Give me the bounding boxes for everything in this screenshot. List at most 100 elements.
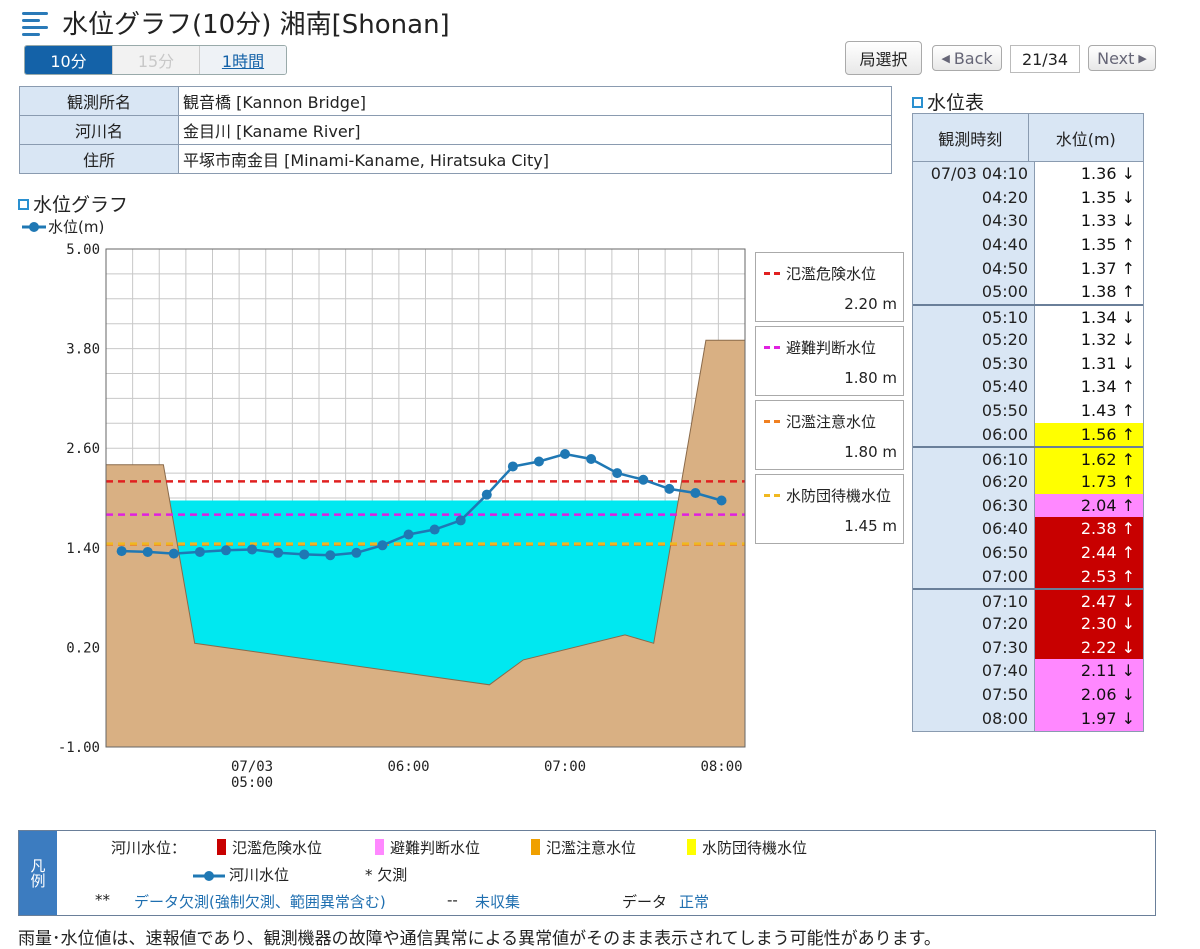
swatch: [687, 839, 696, 855]
data-point: [325, 550, 336, 561]
swatch: [531, 839, 540, 855]
dash-swatch: [764, 494, 780, 497]
swatch: [375, 839, 384, 855]
row-time: 06:30: [913, 493, 1035, 518]
row-time: 07:50: [913, 683, 1035, 707]
y-tick-label: 1.40: [66, 541, 100, 557]
tab-10min[interactable]: 10分: [25, 46, 112, 74]
threshold-entry: 水防団待機水位 1.45 m: [755, 474, 904, 544]
table-row: 06:10 1.62 ↑: [913, 446, 1143, 470]
line-marker-icon: [22, 221, 46, 232]
table-row: 06:40 2.38 ↑: [913, 517, 1143, 541]
data-point: [299, 549, 310, 560]
tab-15min: 15分: [112, 46, 199, 74]
row-time: 06:20: [913, 469, 1035, 494]
note-mark: データ: [622, 893, 668, 911]
table-row: 06:20 1.73 ↑: [913, 469, 1143, 494]
row-time: 08:00: [913, 706, 1035, 731]
row-value: 2.04 ↑: [1035, 493, 1143, 518]
data-point: [377, 540, 388, 551]
data-point: [716, 495, 727, 506]
row-value: 1.36 ↓: [1035, 162, 1143, 186]
note-text: データ欠測(強制欠測、範囲異常含む): [134, 893, 386, 911]
row-value: 2.47 ↓: [1035, 590, 1143, 613]
legend-missing: * 欠測: [365, 866, 408, 884]
row-time: 07:00: [913, 564, 1035, 589]
column-header-time: 観測時刻: [913, 114, 1029, 161]
legend-box: 凡例 河川水位： 氾濫危険水位 避難判断水位 氾濫注意水位 水防団待機水位 河川…: [18, 830, 1156, 916]
row-time: 05:00: [913, 280, 1035, 305]
triangle-right-icon: ▶: [1138, 51, 1147, 65]
row-time: 06:40: [913, 517, 1035, 541]
row-value: 1.34 ↓: [1035, 306, 1143, 328]
page-title: 水位グラフ(10分) 湘南[Shonan]: [62, 10, 450, 40]
legend-line-item: 河川水位: [193, 864, 289, 885]
row-value: 2.44 ↑: [1035, 541, 1143, 565]
info-label: 観測所名: [19, 86, 179, 116]
row-value: 2.38 ↑: [1035, 517, 1143, 541]
row-value: 1.34 ↑: [1035, 375, 1143, 399]
data-point: [194, 546, 205, 557]
x-tick-label: 07:00: [544, 759, 586, 775]
row-value: 1.32 ↓: [1035, 327, 1143, 352]
threshold-value: 1.80 m: [844, 443, 897, 461]
interval-tabs: 10分 15分 1時間: [24, 45, 287, 75]
data-point: [690, 488, 701, 499]
x-tick-label: 05:00: [231, 775, 273, 791]
row-time: 07:20: [913, 612, 1035, 636]
back-button[interactable]: ◀ Back: [932, 45, 1002, 71]
row-time: 06:00: [913, 422, 1035, 447]
data-point: [351, 547, 362, 558]
row-value: 1.62 ↑: [1035, 448, 1143, 470]
note-text: 正常: [679, 893, 710, 911]
data-point: [247, 544, 258, 555]
table-row: 07/03 04:10 1.36 ↓: [913, 162, 1143, 186]
x-tick-label: 06:00: [387, 759, 429, 775]
threshold-label: 氾濫危険水位: [764, 263, 876, 284]
threshold-value: 2.20 m: [844, 295, 897, 313]
threshold-label: 氾濫注意水位: [764, 411, 876, 432]
table-row: 04:20 1.35 ↓: [913, 185, 1143, 210]
row-time: 07:40: [913, 659, 1035, 684]
row-value: 1.31 ↓: [1035, 351, 1143, 376]
water-level-table: 観測時刻 水位(m) 07/03 04:10 1.36 ↓ 04:20 1.35 ↓ 0…: [912, 113, 1144, 732]
data-point: [533, 456, 544, 467]
data-point: [638, 474, 649, 485]
table-row: 07:20 2.30 ↓: [913, 612, 1143, 636]
square-icon: [912, 97, 923, 108]
table-row: 06:00 1.56 ↑: [913, 422, 1143, 447]
table-row: 05:20 1.32 ↓: [913, 327, 1143, 352]
tab-1hour[interactable]: 1時間: [199, 46, 286, 74]
row-time: 04:20: [913, 185, 1035, 210]
data-point: [481, 489, 492, 500]
next-button[interactable]: Next ▶: [1088, 45, 1156, 71]
x-tick-label: 08:00: [700, 759, 742, 775]
row-time: 05:40: [913, 375, 1035, 399]
row-value: 1.33 ↓: [1035, 209, 1143, 234]
line-marker-icon: [193, 870, 225, 881]
station-select-button[interactable]: 局選択: [845, 41, 922, 75]
legend-item: 避難判断水位: [375, 837, 480, 858]
row-value: 1.56 ↑: [1035, 422, 1143, 447]
table-row: 05:30 1.31 ↓: [913, 351, 1143, 376]
water-table-heading: 水位表: [912, 88, 984, 115]
table-row: 06:50 2.44 ↑: [913, 541, 1143, 565]
x-tick-label: 07/03: [231, 759, 273, 775]
table-row: 04:30 1.33 ↓: [913, 209, 1143, 234]
y-tick-label: -1.00: [58, 740, 100, 756]
station-info-table: 観測所名 観音橋 [Kannon Bridge] 河川名 金目川 [Kaname R…: [19, 86, 892, 174]
menu-icon[interactable]: [22, 10, 50, 36]
threshold-entry: 氾濫注意水位 1.80 m: [755, 400, 904, 470]
legend-item: 水防団待機水位: [687, 837, 807, 858]
table-row: 05:40 1.34 ↑: [913, 375, 1143, 399]
page-title-bar: 水位グラフ(10分) 湘南[Shonan]: [22, 4, 450, 41]
info-label: 河川名: [19, 115, 179, 145]
legend-head: 凡例: [19, 831, 57, 915]
table-row: 06:30 2.04 ↑: [913, 493, 1143, 518]
row-time: 05:50: [913, 398, 1035, 423]
info-value: 金目川 [Kaname River]: [178, 115, 892, 145]
row-value: 2.11 ↓: [1035, 659, 1143, 684]
row-value: 1.37 ↑: [1035, 256, 1143, 281]
y-tick-label: 5.00: [66, 242, 100, 258]
